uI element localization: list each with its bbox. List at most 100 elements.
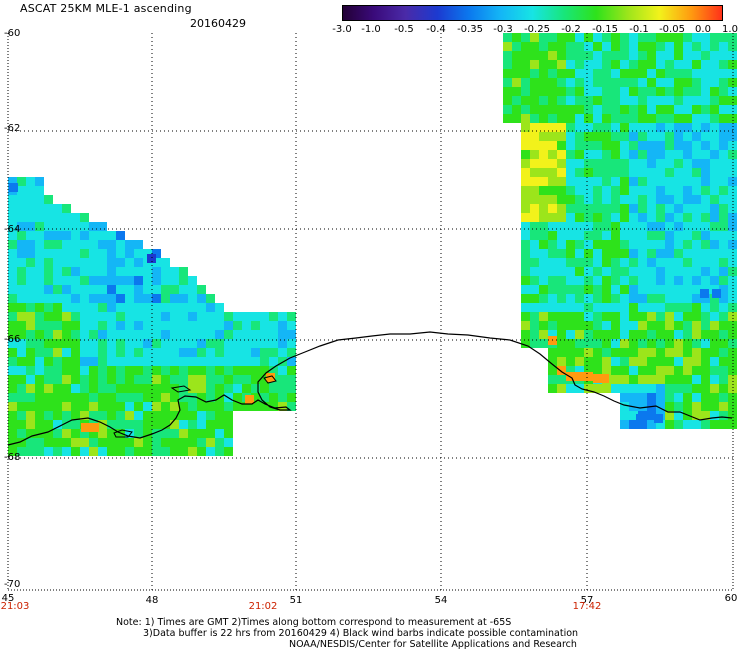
note-line-3: NOAA/NESDIS/Center for Satellite Applica… bbox=[289, 639, 577, 650]
data-cell bbox=[674, 285, 683, 294]
data-cell bbox=[35, 258, 44, 267]
data-cell bbox=[287, 339, 296, 348]
data-cell bbox=[611, 132, 620, 141]
data-cell bbox=[134, 321, 143, 330]
data-cell bbox=[8, 393, 17, 402]
data-cell bbox=[566, 240, 575, 249]
data-cell bbox=[719, 141, 728, 150]
data-cell bbox=[134, 240, 143, 249]
data-cell bbox=[647, 240, 656, 249]
data-cell bbox=[683, 366, 692, 375]
data-cell bbox=[701, 339, 710, 348]
data-cell bbox=[71, 357, 80, 366]
data-cell bbox=[647, 357, 656, 366]
data-cell bbox=[647, 384, 656, 393]
data-cell-highlight bbox=[654, 414, 663, 423]
data-cell bbox=[584, 96, 593, 105]
data-cell bbox=[584, 195, 593, 204]
data-cell bbox=[683, 150, 692, 159]
data-cell bbox=[8, 249, 17, 258]
data-cell bbox=[566, 69, 575, 78]
data-cell bbox=[602, 366, 611, 375]
data-cell bbox=[53, 375, 62, 384]
data-cell bbox=[656, 222, 665, 231]
data-cell bbox=[611, 222, 620, 231]
data-cell bbox=[521, 285, 530, 294]
data-cell bbox=[278, 384, 287, 393]
island bbox=[263, 375, 277, 384]
data-cell bbox=[575, 267, 584, 276]
data-cell bbox=[152, 348, 161, 357]
data-cell bbox=[593, 186, 602, 195]
data-cell bbox=[656, 123, 665, 132]
data-cell bbox=[674, 375, 683, 384]
data-cell bbox=[44, 204, 53, 213]
data-cell bbox=[674, 60, 683, 69]
data-cell bbox=[602, 132, 611, 141]
data-cell bbox=[98, 321, 107, 330]
data-cell bbox=[35, 393, 44, 402]
data-cell bbox=[8, 402, 17, 411]
data-cell bbox=[710, 51, 719, 60]
data-cell bbox=[719, 339, 728, 348]
data-cell bbox=[584, 357, 593, 366]
data-cell bbox=[728, 240, 737, 249]
data-cell bbox=[647, 366, 656, 375]
data-cell bbox=[647, 276, 656, 285]
data-cell bbox=[62, 240, 71, 249]
data-cell bbox=[710, 33, 719, 42]
data-cell bbox=[224, 384, 233, 393]
data-cell bbox=[521, 123, 530, 132]
data-cell bbox=[710, 294, 719, 303]
data-cell bbox=[575, 366, 584, 375]
data-cell bbox=[638, 33, 647, 42]
data-cell bbox=[170, 294, 179, 303]
note-line-1: Note: 1) Times are GMT 2)Times along bot… bbox=[116, 617, 512, 628]
data-cell bbox=[116, 276, 125, 285]
data-cell bbox=[575, 186, 584, 195]
data-cell bbox=[683, 123, 692, 132]
data-cell bbox=[53, 240, 62, 249]
data-cell bbox=[521, 69, 530, 78]
data-cell bbox=[602, 339, 611, 348]
data-cell bbox=[44, 447, 53, 456]
data-cell bbox=[710, 195, 719, 204]
data-cell bbox=[683, 267, 692, 276]
data-cell bbox=[530, 105, 539, 114]
data-cell bbox=[575, 141, 584, 150]
data-cell bbox=[215, 357, 224, 366]
data-cell bbox=[665, 321, 674, 330]
data-cell bbox=[620, 420, 629, 429]
data-cell bbox=[143, 249, 152, 258]
data-cell bbox=[602, 258, 611, 267]
colorbar-tick-label: -3.0 bbox=[332, 24, 352, 35]
data-cell bbox=[593, 51, 602, 60]
data-cell bbox=[575, 276, 584, 285]
data-cell bbox=[584, 42, 593, 51]
data-cell bbox=[665, 411, 674, 420]
data-cell bbox=[665, 177, 674, 186]
data-cell bbox=[683, 222, 692, 231]
data-cell bbox=[125, 240, 134, 249]
colorbar-tick-label: 1.0 bbox=[722, 24, 738, 35]
data-cell bbox=[557, 132, 566, 141]
data-cell bbox=[44, 429, 53, 438]
data-cell bbox=[197, 420, 206, 429]
data-cell bbox=[710, 42, 719, 51]
data-cell bbox=[62, 357, 71, 366]
data-cell bbox=[98, 384, 107, 393]
data-cell bbox=[575, 348, 584, 357]
data-cell bbox=[557, 231, 566, 240]
data-cell bbox=[152, 267, 161, 276]
data-cell bbox=[197, 303, 206, 312]
data-cell bbox=[683, 393, 692, 402]
data-cell bbox=[584, 159, 593, 168]
data-cell bbox=[728, 186, 737, 195]
data-cell bbox=[656, 258, 665, 267]
data-cell bbox=[152, 249, 161, 258]
data-cell bbox=[179, 402, 188, 411]
data-cell bbox=[62, 267, 71, 276]
data-cell bbox=[98, 348, 107, 357]
data-cell bbox=[53, 258, 62, 267]
data-cell bbox=[233, 357, 242, 366]
